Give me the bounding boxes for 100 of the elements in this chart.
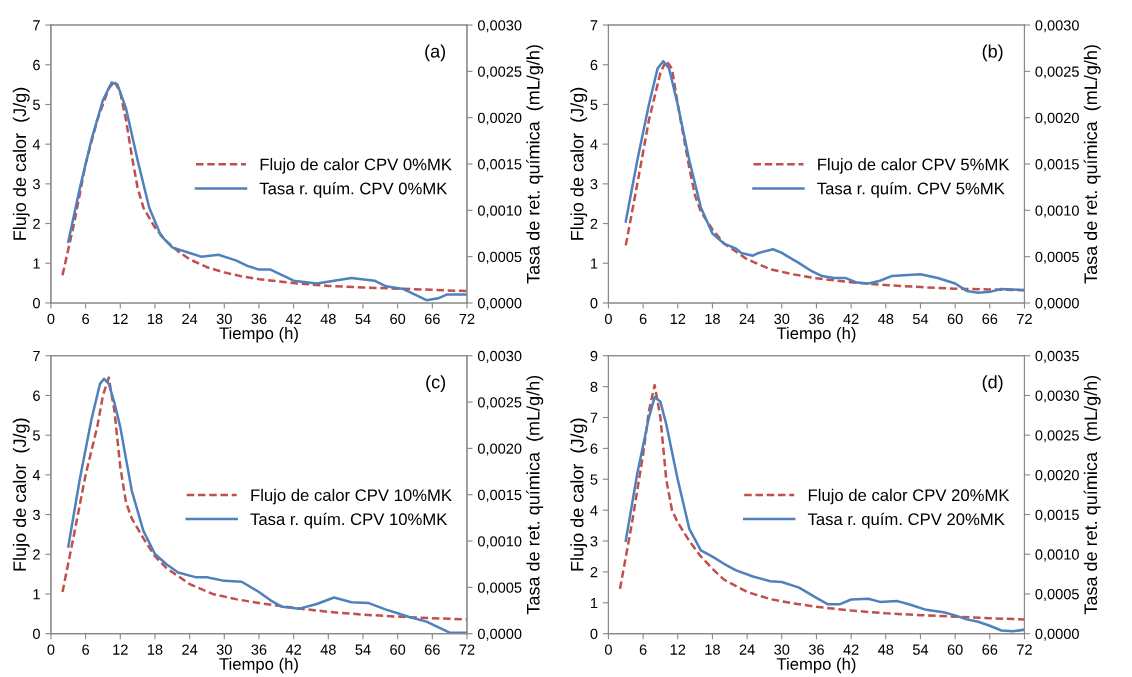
x-tick-label: 48 bbox=[320, 644, 336, 655]
x-axis-title: Tiempo (h) bbox=[219, 326, 298, 343]
y2-tick-label: 0,0020 bbox=[477, 443, 522, 456]
x-tick-label: 18 bbox=[147, 313, 163, 325]
y-tick-label: 0 bbox=[32, 628, 40, 640]
x-tick-label: 72 bbox=[1017, 644, 1032, 655]
y2-tick-label: 0,0000 bbox=[1035, 628, 1079, 641]
y-tick-label: 1 bbox=[33, 589, 40, 600]
x-tick-label: 54 bbox=[912, 313, 929, 325]
y2-tick-label: 0,0035 bbox=[1035, 350, 1079, 363]
y2-tick-label: 0,0010 bbox=[1035, 549, 1079, 562]
y2-tick-label: 0,0015 bbox=[1035, 159, 1079, 172]
y-tick-label: 7 bbox=[33, 20, 40, 31]
x-tick-label: 0 bbox=[604, 313, 612, 325]
legend-label: Tasa r. quím. CPV 20%MK bbox=[807, 512, 1005, 529]
legend-label: Flujo de calor CPV 0%MK bbox=[260, 158, 452, 174]
x-tick-label: 0 bbox=[604, 644, 612, 655]
y-tick-label: 7 bbox=[590, 20, 598, 31]
legend-label: Tasa r. quím. CPV 0%MK bbox=[259, 181, 448, 198]
x-tick-label: 18 bbox=[705, 313, 720, 325]
x-tick-label: 54 bbox=[355, 644, 371, 655]
y2-tick-label: 0,0020 bbox=[1035, 112, 1079, 125]
y-axis-title: Flujo de calor (J/g) bbox=[570, 418, 588, 571]
annotation: (c) bbox=[426, 375, 446, 392]
x-tick-label: 60 bbox=[390, 313, 406, 325]
y-tick-label: 4 bbox=[590, 139, 598, 150]
x-axis-title: Tiempo (h) bbox=[776, 657, 856, 674]
legend-label: Tasa r. quím. CPV 10%MK bbox=[250, 512, 448, 529]
x-tick-label: 42 bbox=[285, 644, 302, 655]
x-tick-label: 66 bbox=[982, 644, 998, 655]
y2-tick-label: 0,0025 bbox=[477, 397, 522, 410]
y-tick-label: 5 bbox=[33, 430, 40, 441]
x-tick-label: 48 bbox=[878, 644, 894, 655]
y2-tick-label: 0,0000 bbox=[477, 298, 522, 311]
x-tick-label: 72 bbox=[459, 313, 475, 324]
x-tick-label: 0 bbox=[47, 644, 55, 655]
y2-tick-label: 0,0005 bbox=[477, 582, 522, 595]
y2-tick-label: 0,0030 bbox=[1035, 20, 1079, 33]
y2-axis-title: Tasa de ret. química (mL/g/h) bbox=[526, 45, 544, 284]
y2-tick-label: 0,0000 bbox=[1035, 298, 1079, 311]
y-axis-title: Flujo de calor (J/g) bbox=[12, 87, 30, 240]
x-tick-label: 24 bbox=[182, 644, 198, 655]
y-tick-label: 4 bbox=[590, 505, 598, 516]
y-tick-label: 7 bbox=[33, 351, 40, 362]
x-axis-title: Tiempo (h) bbox=[219, 657, 298, 674]
y2-tick-label: 0,0015 bbox=[477, 159, 522, 172]
legend-label: Tasa r. quím. CPV 5%MK bbox=[817, 181, 1005, 198]
y-tick-label: 3 bbox=[32, 178, 40, 190]
y2-tick-label: 0,0005 bbox=[1035, 251, 1079, 264]
annotation: (a) bbox=[425, 44, 446, 62]
y-tick-label: 3 bbox=[32, 509, 40, 520]
y2-tick-label: 0,0025 bbox=[1035, 66, 1079, 79]
y-tick-label: 0 bbox=[590, 298, 598, 309]
x-tick-label: 66 bbox=[982, 313, 998, 325]
x-tick-label: 30 bbox=[216, 644, 232, 655]
y2-tick-label: 0,0015 bbox=[1035, 509, 1079, 522]
y-tick-label: 4 bbox=[32, 470, 41, 481]
x-tick-label: 24 bbox=[182, 313, 198, 324]
x-tick-label: 30 bbox=[216, 313, 232, 325]
y-tick-label: 1 bbox=[591, 598, 598, 609]
x-tick-label: 42 bbox=[843, 313, 859, 324]
y2-tick-label: 0,0015 bbox=[477, 489, 522, 502]
x-tick-label: 48 bbox=[878, 313, 894, 325]
y2-tick-label: 0,0005 bbox=[477, 251, 522, 264]
x-tick-label: 0 bbox=[47, 313, 55, 325]
x-tick-label: 72 bbox=[459, 644, 475, 655]
x-tick-label: 36 bbox=[251, 644, 267, 655]
y2-tick-label: 0,0010 bbox=[477, 205, 522, 218]
y-tick-label: 2 bbox=[590, 567, 598, 578]
y-tick-label: 1 bbox=[33, 258, 40, 269]
y2-tick-label: 0,0020 bbox=[1035, 469, 1079, 483]
y-tick-label: 5 bbox=[590, 99, 598, 110]
x-tick-label: 36 bbox=[251, 313, 267, 325]
x-tick-label: 60 bbox=[390, 644, 406, 655]
y-axis-title: Flujo de calor (J/g) bbox=[12, 418, 30, 571]
legend-label: Flujo de calor CPV 5%MK bbox=[818, 158, 1010, 174]
x-tick-label: 36 bbox=[808, 644, 824, 655]
y-tick-label: 6 bbox=[33, 390, 40, 401]
y-tick-label: 2 bbox=[33, 218, 40, 229]
legend-label: Flujo de calor CPV 20%MK bbox=[808, 488, 1010, 505]
x-tick-label: 6 bbox=[639, 313, 647, 325]
y-tick-label: 3 bbox=[590, 536, 598, 547]
y-tick-label: 6 bbox=[33, 59, 40, 71]
y-tick-label: 8 bbox=[590, 381, 598, 393]
y-tick-label: 6 bbox=[590, 59, 598, 71]
x-tick-label: 48 bbox=[320, 313, 336, 325]
x-tick-label: 30 bbox=[774, 313, 790, 325]
x-tick-label: 72 bbox=[1017, 313, 1032, 324]
x-tick-label: 12 bbox=[670, 313, 686, 324]
x-tick-label: 42 bbox=[285, 313, 302, 324]
y-tick-label: 2 bbox=[33, 549, 40, 560]
x-tick-label: 6 bbox=[639, 644, 647, 655]
legend-label: Flujo de calor CPV 10%MK bbox=[251, 488, 452, 505]
x-tick-label: 18 bbox=[705, 644, 720, 655]
y2-tick-label: 0,0030 bbox=[1035, 390, 1079, 403]
x-tick-label: 12 bbox=[113, 644, 128, 655]
y2-tick-label: 0,0010 bbox=[1035, 205, 1079, 218]
y2-tick-label: 0,0000 bbox=[477, 628, 522, 641]
y-tick-label: 5 bbox=[33, 99, 40, 110]
y-tick-label: 4 bbox=[32, 139, 41, 150]
